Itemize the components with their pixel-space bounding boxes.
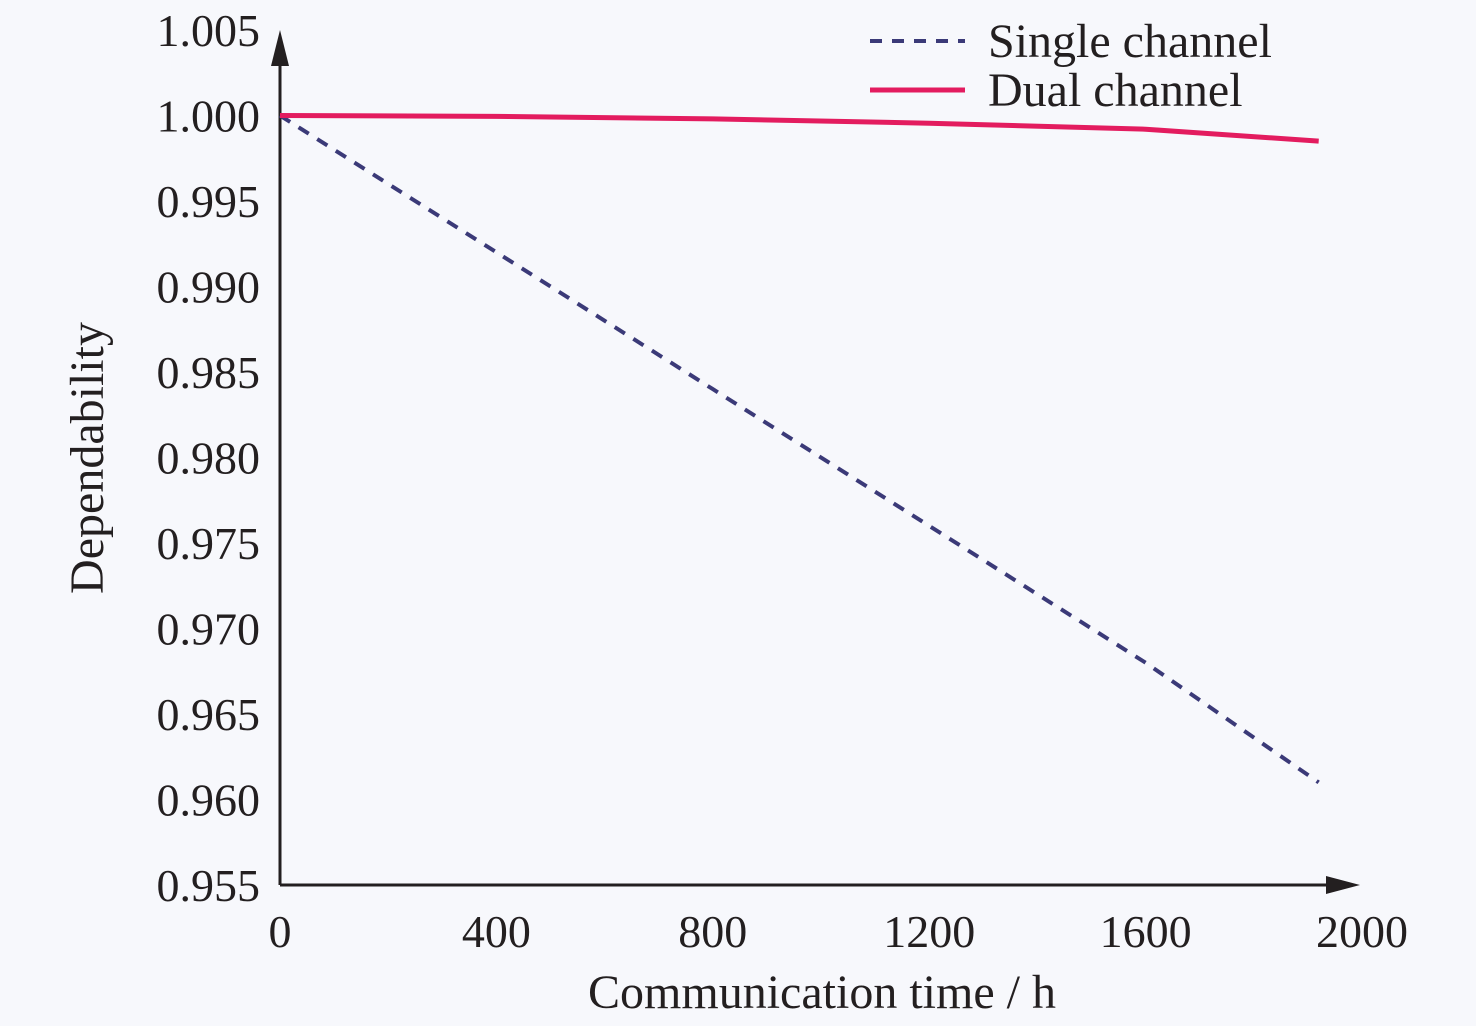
y-tick-label: 0.980 bbox=[157, 433, 261, 484]
y-tick-label: 1.000 bbox=[157, 91, 261, 142]
y-tick-label: 0.975 bbox=[157, 518, 261, 569]
x-axis-title: Communication time / h bbox=[588, 966, 1056, 1019]
x-tick-label: 0 bbox=[269, 906, 292, 957]
axes bbox=[271, 30, 1360, 894]
tick-labels: 0 400 800 1200 1600 2000 0.955 0.960 0.965 0.970 0… bbox=[157, 5, 1409, 957]
y-axis-title: Dependability bbox=[61, 322, 114, 594]
y-tick-label: 0.955 bbox=[157, 860, 261, 911]
series-layer bbox=[278, 113, 1320, 785]
series-line-single-channel bbox=[278, 113, 1320, 785]
y-axis-arrow bbox=[271, 30, 289, 66]
y-tick-label: 0.985 bbox=[157, 347, 261, 398]
x-tick-label: 1600 bbox=[1100, 906, 1192, 957]
y-tick-label: 0.990 bbox=[157, 262, 261, 313]
x-tick-label: 2000 bbox=[1316, 906, 1408, 957]
y-tick-label: 0.960 bbox=[157, 775, 261, 826]
y-tick-label: 0.970 bbox=[157, 604, 261, 655]
x-axis-arrow bbox=[1326, 876, 1360, 894]
y-tick-label: 0.965 bbox=[157, 689, 261, 740]
x-tick-label: 800 bbox=[678, 906, 747, 957]
x-tick-label: 1200 bbox=[883, 906, 975, 957]
legend-label: Single channel bbox=[988, 15, 1272, 68]
y-tick-label: 1.005 bbox=[157, 5, 261, 56]
y-tick-label: 0.995 bbox=[157, 176, 261, 227]
x-tick-label: 400 bbox=[462, 906, 531, 957]
series-line-dual-channel bbox=[279, 113, 1319, 144]
legend-label: Dual channel bbox=[988, 64, 1243, 117]
